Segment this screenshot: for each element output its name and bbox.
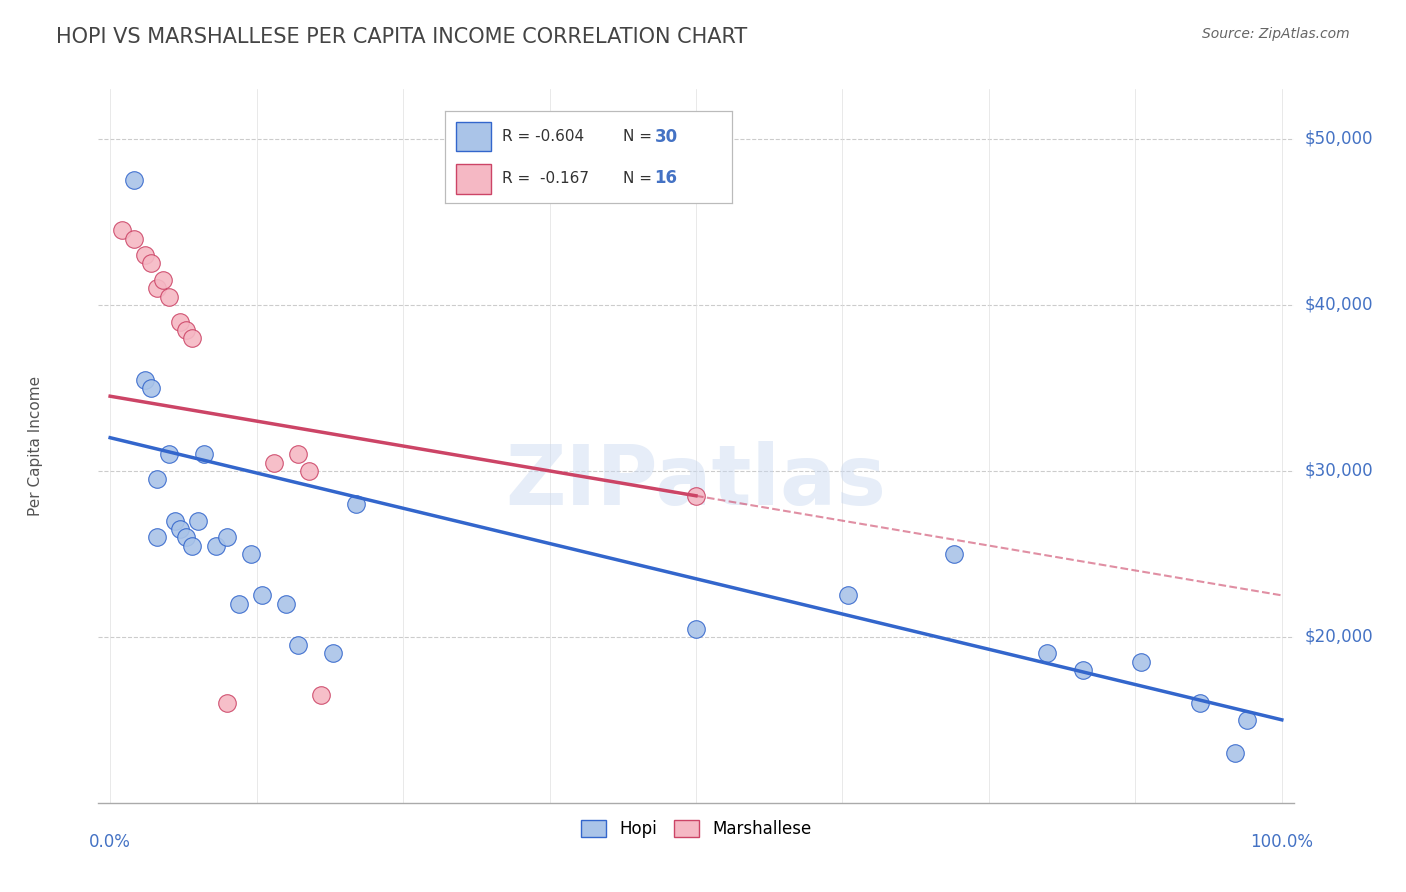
Point — [146, 281, 169, 295]
Text: HOPI VS MARSHALLESE PER CAPITA INCOME CORRELATION CHART: HOPI VS MARSHALLESE PER CAPITA INCOME CO… — [56, 27, 748, 46]
Legend: Hopi, Marshallese: Hopi, Marshallese — [574, 813, 818, 845]
Point — [228, 597, 250, 611]
Point — [274, 597, 297, 611]
Point — [1036, 647, 1059, 661]
Point — [1188, 696, 1211, 710]
Point — [134, 373, 156, 387]
Text: ZIPatlas: ZIPatlas — [506, 442, 886, 522]
Point — [217, 530, 239, 544]
Text: $30,000: $30,000 — [1305, 462, 1374, 480]
Point — [1130, 655, 1153, 669]
Point — [309, 688, 332, 702]
Point — [181, 539, 204, 553]
Point — [204, 539, 226, 553]
Point — [263, 456, 285, 470]
Point — [685, 489, 707, 503]
Point — [157, 290, 180, 304]
Point — [141, 381, 163, 395]
Point — [122, 173, 145, 187]
Point — [322, 647, 344, 661]
Text: 0.0%: 0.0% — [89, 833, 131, 851]
Point — [163, 514, 186, 528]
Point — [685, 622, 707, 636]
Point — [239, 547, 262, 561]
Point — [1223, 746, 1246, 760]
Point — [122, 231, 145, 245]
Text: Source: ZipAtlas.com: Source: ZipAtlas.com — [1202, 27, 1350, 41]
Point — [837, 588, 859, 602]
Point — [217, 696, 239, 710]
Text: Per Capita Income: Per Capita Income — [28, 376, 44, 516]
Point — [942, 547, 965, 561]
Text: $20,000: $20,000 — [1305, 628, 1374, 646]
Point — [287, 638, 309, 652]
Point — [252, 588, 274, 602]
Point — [187, 514, 209, 528]
Point — [111, 223, 134, 237]
Point — [146, 472, 169, 486]
Point — [134, 248, 156, 262]
Point — [174, 323, 197, 337]
Point — [344, 497, 367, 511]
Point — [193, 447, 215, 461]
Point — [152, 273, 174, 287]
Point — [157, 447, 180, 461]
Point — [298, 464, 321, 478]
Point — [287, 447, 309, 461]
Point — [146, 530, 169, 544]
Point — [1236, 713, 1258, 727]
Point — [174, 530, 197, 544]
Point — [1071, 663, 1094, 677]
Point — [169, 314, 191, 328]
Point — [169, 522, 191, 536]
Text: 100.0%: 100.0% — [1250, 833, 1313, 851]
Text: $40,000: $40,000 — [1305, 296, 1374, 314]
Text: $50,000: $50,000 — [1305, 130, 1374, 148]
Point — [141, 256, 163, 270]
Point — [181, 331, 204, 345]
